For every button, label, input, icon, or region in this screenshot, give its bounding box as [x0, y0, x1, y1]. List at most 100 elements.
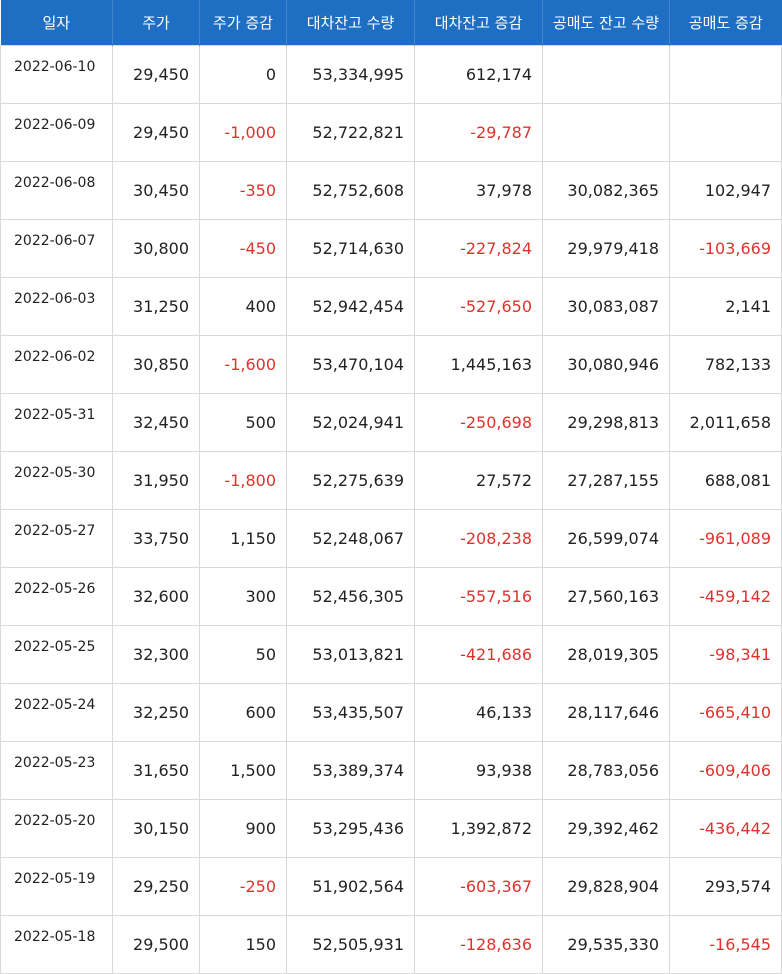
loan-balance-cell: 53,435,507: [286, 683, 415, 742]
loan-balance-cell: 52,714,630: [286, 219, 415, 278]
date-cell: 2022-06-10: [0, 45, 113, 104]
price-change-cell: -1,800: [199, 451, 287, 510]
short-change-cell: 102,947: [669, 161, 782, 220]
price-cell: 29,450: [112, 45, 200, 104]
price-change-cell: 500: [199, 393, 287, 452]
price-cell: 29,250: [112, 857, 200, 916]
loan-balance-cell: 52,722,821: [286, 103, 415, 162]
table-row: 2022-05-31 32,450 500 52,024,941 -250,698 29,…: [0, 393, 782, 452]
price-cell: 29,500: [112, 915, 200, 974]
short-balance-cell: 28,019,305: [542, 625, 670, 684]
short-change-cell: [669, 103, 782, 162]
loan-change-cell: 93,938: [414, 741, 543, 800]
table-row: 2022-05-26 32,600 300 52,456,305 -557,516 27,…: [0, 567, 782, 626]
column-header-price: 주가: [112, 0, 200, 46]
short-balance-cell: [542, 45, 670, 104]
loan-change-cell: -421,686: [414, 625, 543, 684]
short-balance-cell: 29,979,418: [542, 219, 670, 278]
price-change-cell: 150: [199, 915, 287, 974]
loan-balance-cell: 52,024,941: [286, 393, 415, 452]
price-cell: 30,150: [112, 799, 200, 858]
loan-change-cell: -250,698: [414, 393, 543, 452]
loan-change-cell: 46,133: [414, 683, 543, 742]
short-change-cell: -961,089: [669, 509, 782, 568]
column-header-loan-change: 대차잔고 증감: [414, 0, 543, 46]
loan-change-cell: -128,636: [414, 915, 543, 974]
table-row: 2022-06-07 30,800 -450 52,714,630 -227,824 29…: [0, 219, 782, 278]
price-change-cell: -1,600: [199, 335, 287, 394]
loan-change-cell: -208,238: [414, 509, 543, 568]
loan-change-cell: -603,367: [414, 857, 543, 916]
table-row: 2022-05-24 32,250 600 53,435,507 46,133 28,11…: [0, 683, 782, 742]
short-change-cell: -609,406: [669, 741, 782, 800]
price-change-cell: 600: [199, 683, 287, 742]
date-cell: 2022-05-31: [0, 393, 113, 452]
short-change-cell: -16,545: [669, 915, 782, 974]
column-header-loan-balance: 대차잔고 수량: [286, 0, 415, 46]
price-cell: 31,250: [112, 277, 200, 336]
short-change-cell: 2,141: [669, 277, 782, 336]
column-header-short-change: 공매도 증감: [669, 0, 782, 46]
price-change-cell: 0: [199, 45, 287, 104]
price-cell: 31,950: [112, 451, 200, 510]
table-row: 2022-06-03 31,250 400 52,942,454 -527,650 30,…: [0, 277, 782, 336]
table-row: 2022-06-10 29,450 0 53,334,995 612,174: [0, 45, 782, 104]
price-cell: 30,850: [112, 335, 200, 394]
price-cell: 33,750: [112, 509, 200, 568]
short-change-cell: -103,669: [669, 219, 782, 278]
price-cell: 32,600: [112, 567, 200, 626]
short-balance-cell: 26,599,074: [542, 509, 670, 568]
short-change-cell: -98,341: [669, 625, 782, 684]
date-cell: 2022-05-19: [0, 857, 113, 916]
table-row: 2022-06-02 30,850 -1,600 53,470,104 1,445,16…: [0, 335, 782, 394]
short-change-cell: 782,133: [669, 335, 782, 394]
price-change-cell: -1,000: [199, 103, 287, 162]
date-cell: 2022-06-08: [0, 161, 113, 220]
short-balance-cell: 27,287,155: [542, 451, 670, 510]
price-cell: 29,450: [112, 103, 200, 162]
short-balance-cell: 29,535,330: [542, 915, 670, 974]
loan-change-cell: 37,978: [414, 161, 543, 220]
table-row: 2022-06-08 30,450 -350 52,752,608 37,978 30,0…: [0, 161, 782, 220]
date-cell: 2022-05-26: [0, 567, 113, 626]
short-balance-cell: 27,560,163: [542, 567, 670, 626]
loan-balance-cell: 53,295,436: [286, 799, 415, 858]
short-change-cell: -459,142: [669, 567, 782, 626]
loan-balance-cell: 51,902,564: [286, 857, 415, 916]
loan-balance-cell: 52,942,454: [286, 277, 415, 336]
price-change-cell: 400: [199, 277, 287, 336]
short-balance-cell: 28,117,646: [542, 683, 670, 742]
short-change-cell: -665,410: [669, 683, 782, 742]
date-cell: 2022-05-20: [0, 799, 113, 858]
header-row: 일자 주가 주가 증감 대차잔고 수량 대차잔고 증감 공매도 잔고 수량 공매…: [0, 0, 782, 46]
short-balance-cell: 30,082,365: [542, 161, 670, 220]
loan-change-cell: 27,572: [414, 451, 543, 510]
price-change-cell: 300: [199, 567, 287, 626]
price-cell: 32,300: [112, 625, 200, 684]
short-balance-cell: 28,783,056: [542, 741, 670, 800]
price-cell: 30,450: [112, 161, 200, 220]
loan-balance-cell: 53,013,821: [286, 625, 415, 684]
price-change-cell: 50: [199, 625, 287, 684]
short-change-cell: [669, 45, 782, 104]
table-row: 2022-05-18 29,500 150 52,505,931 -128,636 29,…: [0, 915, 782, 974]
short-balance-cell: [542, 103, 670, 162]
date-cell: 2022-05-24: [0, 683, 113, 742]
short-change-cell: 2,011,658: [669, 393, 782, 452]
short-balance-cell: 29,392,462: [542, 799, 670, 858]
table-row: 2022-06-09 29,450 -1,000 52,722,821 -29,787: [0, 103, 782, 162]
date-cell: 2022-06-07: [0, 219, 113, 278]
table-row: 2022-05-20 30,150 900 53,295,436 1,392,872 29…: [0, 799, 782, 858]
short-balance-cell: 29,828,904: [542, 857, 670, 916]
loan-balance-cell: 53,470,104: [286, 335, 415, 394]
date-cell: 2022-06-03: [0, 277, 113, 336]
price-change-cell: 1,500: [199, 741, 287, 800]
price-change-cell: -450: [199, 219, 287, 278]
date-cell: 2022-05-27: [0, 509, 113, 568]
loan-change-cell: 1,445,163: [414, 335, 543, 394]
loan-change-cell: 1,392,872: [414, 799, 543, 858]
column-header-price-change: 주가 증감: [199, 0, 287, 46]
short-balance-cell: 30,083,087: [542, 277, 670, 336]
price-cell: 30,800: [112, 219, 200, 278]
